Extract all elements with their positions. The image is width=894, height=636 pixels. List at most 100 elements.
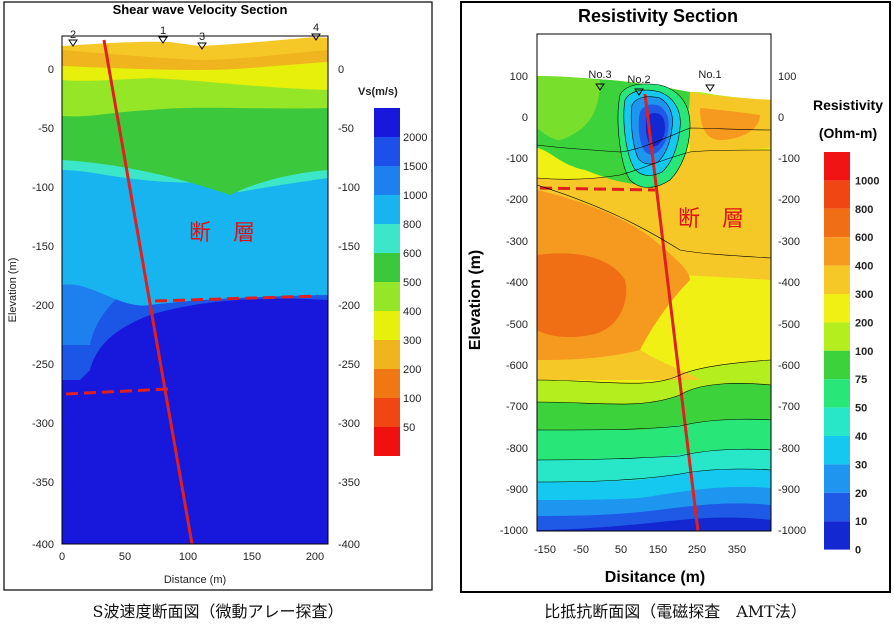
vs-y-axis-right: 0 -50 -100 -150 -200 -250 -300 -350 -400 bbox=[338, 64, 360, 551]
y-tick-label: -300 bbox=[778, 236, 800, 248]
resistivity-section-caption: 比抵抗断面図（電磁探査 AMT法） bbox=[544, 602, 807, 621]
y-tick-label: -400 bbox=[506, 277, 528, 289]
y-tick-label: -200 bbox=[506, 194, 528, 206]
resistivity-colorbar: Resistivity (Ohm-m) 10008006004003002001… bbox=[813, 97, 883, 557]
colorbar-label: 2000 bbox=[403, 132, 427, 144]
colorbar-label: 30 bbox=[855, 459, 867, 471]
resistivity-y-axis-title: Elevation (m) bbox=[467, 250, 484, 350]
station-marker-icon bbox=[197, 42, 207, 50]
y-tick-label: -400 bbox=[32, 539, 54, 551]
colorbar-label: 50 bbox=[855, 403, 867, 415]
y-tick-label: -700 bbox=[506, 401, 528, 413]
vs-colorbar: Vs(m/s) 2000 1500 1000 800 600 500 400 300 200 10… bbox=[358, 86, 427, 456]
y-tick-label: -500 bbox=[778, 319, 800, 331]
colorbar-swatch bbox=[374, 224, 400, 253]
colorbar-label: 600 bbox=[855, 232, 873, 244]
y-tick-label: -1000 bbox=[500, 525, 528, 537]
colorbar-swatch bbox=[374, 166, 400, 195]
y-tick-label: -600 bbox=[778, 360, 800, 372]
colorbar-swatch bbox=[374, 398, 400, 427]
colorbar-swatch bbox=[824, 407, 850, 436]
station-marker-icon bbox=[634, 88, 644, 96]
y-tick-label: -350 bbox=[338, 477, 360, 489]
vs-section-panel: Shear wave Velocity Section bbox=[3, 1, 433, 591]
station-label: 1 bbox=[160, 25, 166, 37]
colorbar-label: 10 bbox=[855, 516, 867, 528]
colorbar-label: 100 bbox=[403, 393, 421, 405]
colorbar-label: 400 bbox=[855, 261, 873, 273]
colorbar-label: 500 bbox=[403, 277, 421, 289]
y-tick-label: -400 bbox=[778, 277, 800, 289]
resistivity-contour-plot bbox=[537, 34, 771, 531]
y-tick-label: -50 bbox=[38, 123, 54, 135]
resistivity-colorbar-title: Resistivity bbox=[813, 97, 883, 113]
fault-line bbox=[102, 39, 194, 544]
colorbar-swatch bbox=[824, 180, 850, 209]
vs-section-caption: S波速度断面図（微動アレー探査） bbox=[92, 602, 344, 621]
colorbar-swatch bbox=[824, 322, 850, 351]
y-tick-label: -350 bbox=[32, 477, 54, 489]
colorbar-swatch bbox=[374, 137, 400, 166]
y-tick-label: -200 bbox=[338, 300, 360, 312]
x-tick-label: 100 bbox=[179, 551, 197, 563]
fault-label: 断 層 bbox=[678, 207, 744, 232]
colorbar-label: 20 bbox=[855, 488, 867, 500]
colorbar-swatch bbox=[824, 237, 850, 266]
station-marker-icon bbox=[705, 84, 715, 92]
resistivity-y-axis-right: 100 0 -100 -200 -300 -400 -500 -600 -700… bbox=[778, 71, 806, 537]
y-tick-label: -100 bbox=[32, 182, 54, 194]
colorbar-swatch bbox=[824, 152, 850, 181]
colorbar-swatch bbox=[374, 369, 400, 398]
x-tick-label: 200 bbox=[306, 551, 324, 563]
station-label: No.3 bbox=[588, 69, 611, 81]
y-tick-label: 0 bbox=[338, 64, 344, 76]
colorbar-label: 1000 bbox=[855, 175, 879, 187]
colorbar-label: 0 bbox=[855, 545, 861, 557]
x-tick-label: 350 bbox=[728, 544, 746, 556]
y-tick-label: -700 bbox=[778, 401, 800, 413]
y-tick-label: 100 bbox=[778, 71, 796, 83]
colorbar-label: 40 bbox=[855, 431, 867, 443]
colorbar-label: 200 bbox=[403, 364, 421, 376]
y-tick-label: -50 bbox=[338, 123, 354, 135]
station-label: 2 bbox=[70, 29, 76, 41]
vs-y-axis-left: 0 -50 -100 -150 -200 -250 -300 -350 -400 bbox=[32, 64, 54, 551]
y-tick-label: -300 bbox=[32, 418, 54, 430]
y-tick-label: 100 bbox=[510, 71, 528, 83]
colorbar-swatch bbox=[374, 340, 400, 369]
colorbar-label: 1500 bbox=[403, 161, 427, 173]
colorbar-swatch bbox=[824, 379, 850, 408]
station-label: No.2 bbox=[627, 74, 650, 86]
colorbar-swatch bbox=[824, 350, 850, 380]
colorbar-label: 300 bbox=[855, 289, 873, 301]
colorbar-label: 200 bbox=[855, 317, 873, 329]
colorbar-swatch bbox=[824, 265, 850, 294]
y-tick-label: -300 bbox=[338, 418, 360, 430]
y-tick-label: -100 bbox=[506, 153, 528, 165]
colorbar-label: 100 bbox=[855, 346, 873, 358]
contour-lines bbox=[537, 83, 771, 483]
y-tick-label: -150 bbox=[32, 241, 54, 253]
x-tick-label: 50 bbox=[119, 551, 131, 563]
y-tick-label: -150 bbox=[338, 241, 360, 253]
station-markers: 2 1 3 4 bbox=[68, 22, 321, 50]
colorbar-swatch bbox=[374, 311, 400, 340]
vs-y-axis-title: Elevation (m) bbox=[7, 258, 19, 323]
x-tick-label: 150 bbox=[243, 551, 261, 563]
vs-contour-plot bbox=[62, 36, 328, 544]
station-marker-icon bbox=[68, 39, 78, 47]
colorbar-swatch bbox=[374, 108, 400, 137]
vs-colorbar-title: Vs(m/s) bbox=[358, 86, 398, 98]
x-tick-label: 150 bbox=[649, 544, 667, 556]
y-tick-label: -800 bbox=[506, 443, 528, 455]
colorbar-label: 50 bbox=[403, 422, 415, 434]
colorbar-label: 800 bbox=[855, 204, 873, 216]
y-tick-label: -400 bbox=[338, 539, 360, 551]
x-tick-label: -150 bbox=[534, 544, 556, 556]
y-tick-label: -500 bbox=[506, 319, 528, 331]
colorbar-swatch bbox=[824, 492, 850, 522]
fault-line bbox=[643, 93, 700, 531]
colorbar-label: 400 bbox=[403, 306, 421, 318]
y-tick-label: -900 bbox=[506, 484, 528, 496]
colorbar-swatch bbox=[824, 436, 850, 465]
